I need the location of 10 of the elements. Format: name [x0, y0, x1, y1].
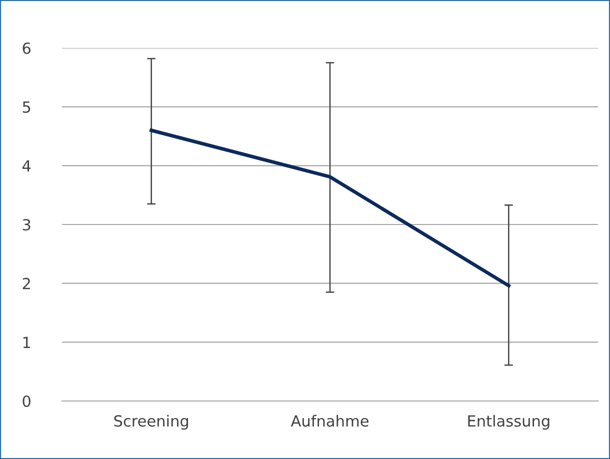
y-tick-label: 6: [22, 42, 30, 54]
y-tick-label: 0: [22, 395, 30, 408]
y-tick-label: 1: [23, 336, 30, 348]
y-tick-label: 3: [22, 218, 30, 231]
y-tick-label: 2: [22, 278, 30, 290]
y-tick-label: 4: [22, 160, 31, 172]
x-tick-label: Screening: [114, 414, 188, 430]
y-tick-label: 5: [22, 102, 30, 113]
x-tick-label: Entlassung: [468, 414, 550, 430]
x-tick-label: Aufnahme: [290, 414, 368, 427]
